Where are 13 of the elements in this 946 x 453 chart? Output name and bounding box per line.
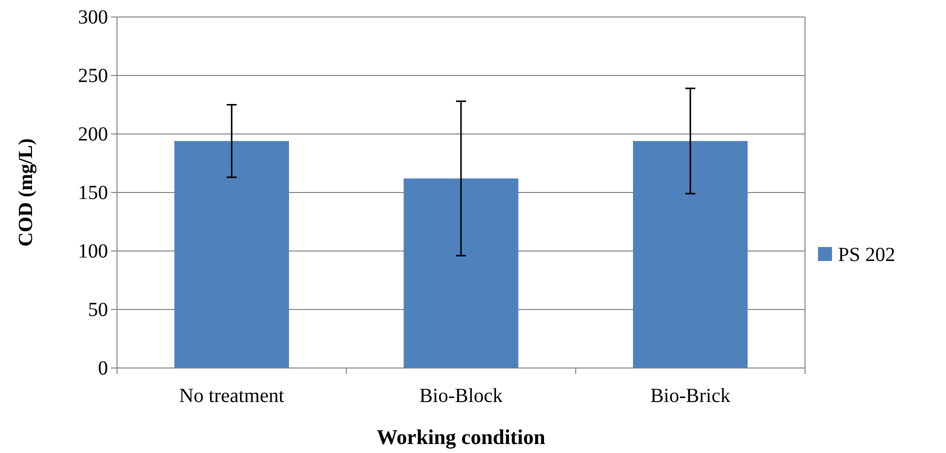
y-tick-label: 200: [78, 123, 108, 146]
x-axis-title: Working condition: [376, 425, 546, 449]
y-tick-label: 100: [78, 240, 108, 262]
y-tick-label: 50: [88, 298, 108, 321]
y-tick-label: 250: [78, 64, 108, 87]
legend-label: PS 202: [838, 244, 896, 266]
y-tick-label: 150: [78, 182, 108, 204]
x-tick-label: Bio-Brick: [650, 385, 730, 408]
y-tick-label: 0: [98, 357, 108, 380]
x-tick-label: No treatment: [179, 385, 285, 408]
y-axis-title: COD (mg/L): [15, 138, 37, 247]
x-tick-label: Bio-Block: [419, 385, 503, 408]
y-tick-label: 300: [78, 6, 108, 28]
